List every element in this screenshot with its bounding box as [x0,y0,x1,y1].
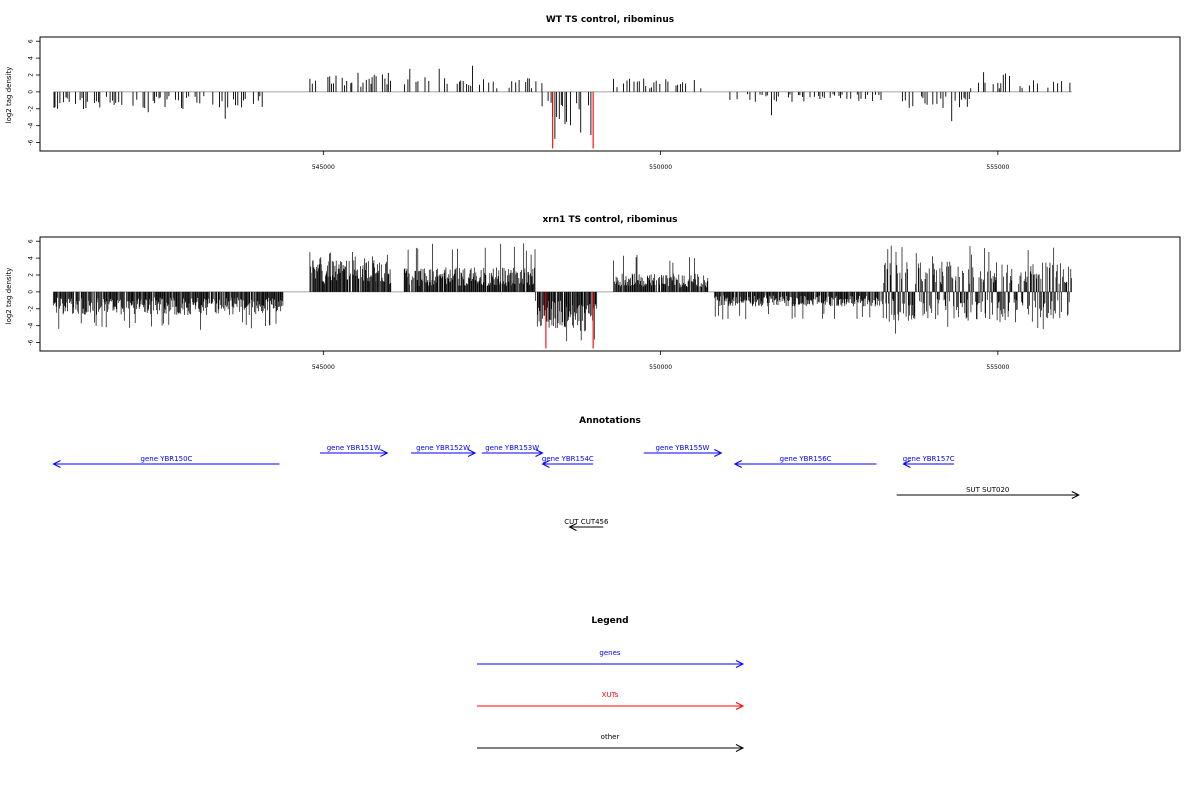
legend-entry-label: other [601,733,620,741]
annotation-items: gene YBR150C gene YBR151W gene YBR152W gene… [52,444,1080,531]
wt-panel-title: WT TS control, ribominus [546,15,674,25]
y-tick-label: 6 [28,239,35,243]
annotation-label: gene YBR155W [656,444,710,452]
annotation-arrow: gene YBR153W [481,444,544,457]
xrn1-plot-frame [39,236,1181,352]
x-tick-label: 545000 [312,364,335,371]
x-tick-label: 555000 [986,364,1009,371]
legend-entry: XUTs [477,691,745,710]
y-tick-label: -2 [28,306,35,312]
annotation-arrow: CUT CUT456 [564,518,609,531]
y-tick-label: -4 [28,322,35,328]
annotation-arrow: gene YBR151W [319,444,389,457]
annotation-label: gene YBR152W [416,444,470,452]
annotation-label: gene YBR154C [542,455,594,463]
y-tick-label: 6 [28,39,35,43]
xrn1-y-axis: -6 -4 -2 0 2 4 6 [28,239,40,346]
y-tick-label: -4 [28,122,35,128]
annotation-label: gene YBR157C [903,455,955,463]
y-tick-label: 4 [28,256,35,260]
legend-entry: genes [477,649,745,668]
annotation-label: SUT SUT020 [966,486,1009,494]
annotation-arrow: gene YBR156C [733,455,877,468]
annotation-arrow: gene YBR155W [643,444,723,457]
y-tick-label: 0 [28,90,35,94]
annotation-arrow: gene YBR154C [541,455,594,468]
legend-title: Legend [591,616,628,626]
y-tick-label: 0 [28,290,35,294]
y-tick-label: -6 [28,339,35,345]
wt-signal-bars [53,65,1073,139]
annotation-label: CUT CUT456 [564,518,609,526]
annotation-label: gene YBR151W [327,444,381,452]
y-tick-label: -6 [28,139,35,145]
legend-entries: genes XUTs other [477,649,745,752]
y-tick-label: -2 [28,106,35,112]
annotation-arrow: gene YBR152W [411,444,477,457]
legend-entry-label: genes [599,649,620,657]
wt-x-axis: 545000 550000 555000 [312,151,1010,171]
x-tick-label: 550000 [649,164,672,171]
y-tick-label: 2 [28,73,35,77]
legend-entry: other [477,733,745,752]
annotation-label: gene YBR150C [141,455,193,463]
y-tick-label: 2 [28,273,35,277]
wt-highlight-bars [552,91,594,149]
x-tick-label: 545000 [312,164,335,171]
xrn1-y-axis-label: log2 tag density [5,268,13,325]
xrn1-x-axis: 545000 550000 555000 [312,351,1010,371]
annotation-arrow: gene YBR157C [902,455,955,468]
wt-density-panel: WT TS control, ribominus log2 tag densit… [5,15,1181,171]
xrn1-signal-bars [52,243,1073,342]
annotations-title: Annotations [579,416,641,426]
xrn1-highlight-bars [545,291,594,349]
annotation-label: gene YBR156C [780,455,832,463]
y-tick-label: 4 [28,56,35,60]
wt-y-axis: -6 -4 -2 0 2 4 6 [28,39,40,146]
legend: Legend genes XUTs other [477,616,745,752]
annotation-arrow: gene YBR150C [52,455,280,468]
wt-y-axis-label: log2 tag density [5,67,13,124]
annotation-label: gene YBR153W [485,444,539,452]
x-tick-label: 550000 [649,364,672,371]
annotation-arrow: SUT SUT020 [896,486,1080,499]
x-tick-label: 555000 [986,164,1009,171]
legend-entry-label: XUTs [602,691,619,699]
xrn1-panel-title: xrn1 TS control, ribominus [542,215,677,225]
xrn1-density-panel: xrn1 TS control, ribominus log2 tag dens… [5,215,1181,371]
wt-plot-frame [39,36,1181,152]
